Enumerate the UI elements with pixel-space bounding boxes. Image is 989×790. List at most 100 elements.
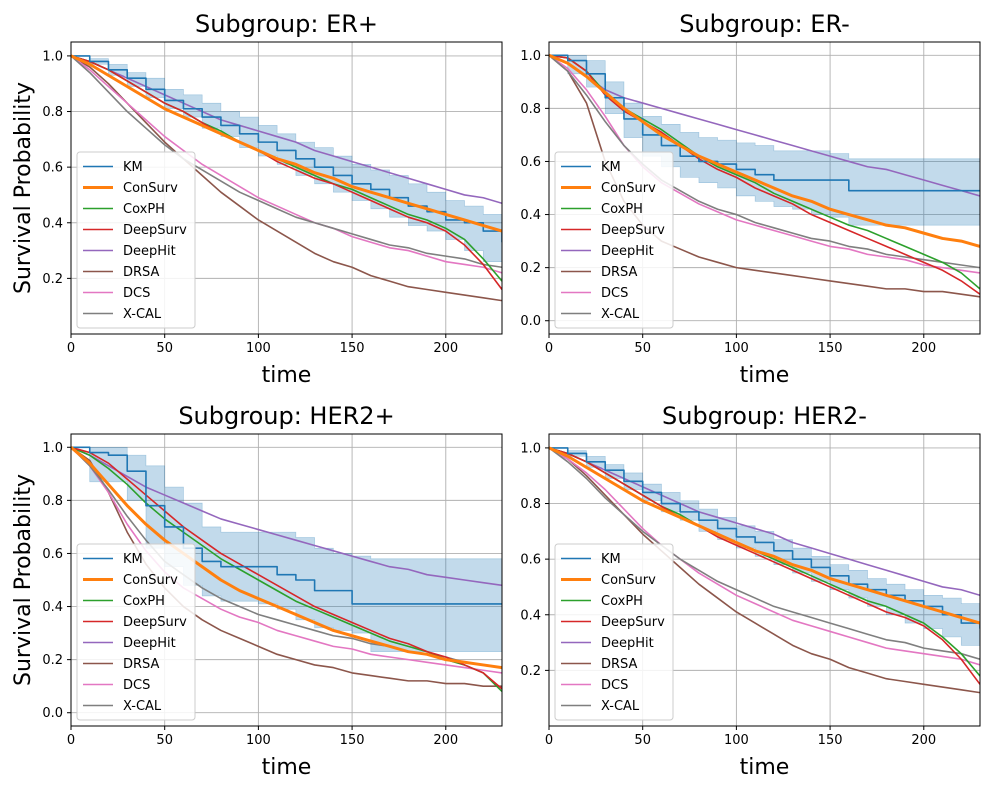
legend-label: KM [601, 552, 621, 567]
y-tick-label: 0.2 [42, 272, 63, 287]
legend-frame [554, 543, 674, 721]
panel-1: 0 50 100 150 200 0.2 0.4 0.6 0.8 1.0 Subgroup: ER+… [11, 10, 503, 388]
x-tick-label: 150 [818, 733, 843, 748]
legend-label: X-CAL [601, 699, 640, 714]
legend-label: DCS [601, 286, 628, 301]
y-tick-label: 0.2 [520, 664, 541, 679]
legend-label: CoxPH [123, 594, 165, 609]
x-tick-label: 100 [246, 341, 271, 356]
y-tick-label: 0.0 [42, 706, 63, 721]
y-tick-label: 0.8 [42, 494, 63, 509]
y-tick-label: 0.4 [42, 600, 63, 615]
legend-label: DCS [123, 286, 150, 301]
legend: KM ConSurv CoxPH DeepSurv DeepHit DRSA DCS X-CA… [76, 543, 196, 721]
series-line-consurv [549, 446, 980, 625]
legend-label: DeepHit [601, 244, 654, 259]
plot-area [549, 446, 980, 694]
series-line-x-cal [549, 54, 980, 269]
legend: KM ConSurv CoxPH DeepSurv DeepHit DRSA DCS X-CA… [554, 543, 674, 721]
legend-label: X-CAL [123, 307, 162, 322]
y-tick-label: 0.4 [520, 208, 541, 223]
series-line-drsa [71, 55, 502, 302]
legend-label: DRSA [123, 265, 160, 280]
panel-title: Subgroup: HER2+ [178, 402, 394, 430]
x-tick-label: 150 [340, 341, 365, 356]
x-tick-label: 0 [545, 733, 553, 748]
x-tick-label: 100 [724, 341, 749, 356]
y-tick-label: 0.0 [520, 314, 541, 329]
panel-4: 0 50 100 150 200 0.2 0.4 0.6 0.8 1.0 Subgroup: HER… [520, 402, 981, 780]
axes-frame [548, 41, 981, 335]
y-tick-label: 0.4 [42, 216, 63, 231]
legend-label: DeepHit [123, 244, 176, 259]
axes-frame [548, 433, 981, 727]
legend-label: DRSA [601, 657, 638, 672]
y-tick-label: 0.2 [42, 653, 63, 668]
legend-label: ConSurv [601, 573, 656, 588]
series-line-deephit [549, 54, 980, 197]
legend: KM ConSurv CoxPH DeepSurv DeepHit DRSA DCS X-CA… [554, 151, 674, 329]
panel-title: Subgroup: ER- [679, 10, 850, 38]
x-axis-label: time [262, 755, 312, 780]
legend-label: DCS [601, 678, 628, 693]
series-line-consurv [71, 54, 502, 233]
panel-title: Subgroup: ER+ [195, 10, 378, 38]
plot-area [549, 53, 980, 298]
panel-2: 0 50 100 150 200 0.0 0.2 0.4 0.6 0.8 1.0 Subgroup: … [520, 10, 981, 388]
y-tick-label: 0.6 [42, 547, 63, 562]
legend-label: KM [123, 160, 143, 175]
x-tick-label: 150 [340, 733, 365, 748]
x-tick-label: 0 [67, 341, 75, 356]
legend: KM ConSurv CoxPH DeepSurv DeepHit DRSA DCS X-CA… [76, 151, 196, 329]
legend-label: DRSA [123, 657, 160, 672]
y-tick-label: 0.8 [520, 497, 541, 512]
legend-label: DeepSurv [123, 223, 187, 238]
x-tick-label: 200 [433, 733, 458, 748]
series-line-deepsurv [549, 54, 980, 295]
axes-frame [70, 433, 503, 727]
x-tick-label: 100 [246, 733, 271, 748]
x-tick-label: 50 [634, 733, 651, 748]
y-tick-label: 1.0 [520, 441, 541, 456]
legend-label: KM [601, 160, 621, 175]
series-line-deepsurv [549, 447, 980, 685]
legend-label: CoxPH [601, 202, 643, 217]
y-tick-label: 0.6 [520, 155, 541, 170]
series-line-consurv [71, 446, 502, 670]
legend-frame [76, 151, 196, 329]
legend-frame [76, 543, 196, 721]
series-line-dcs [71, 55, 502, 274]
km-confidence-band [71, 446, 502, 652]
legend-label: CoxPH [601, 594, 643, 609]
panel-3: 0 50 100 150 200 0.0 0.2 0.4 0.6 0.8 1.0 Subgroup: … [11, 402, 503, 780]
y-tick-label: 0.2 [520, 261, 541, 276]
x-tick-label: 200 [911, 733, 936, 748]
legend-label: DRSA [601, 265, 638, 280]
series-line-consurv [549, 53, 980, 248]
legend-label: DeepSurv [601, 223, 665, 238]
y-axis-label: Survival Probability [11, 474, 36, 686]
legend-label: DeepSurv [123, 615, 187, 630]
legend-label: DeepHit [123, 636, 176, 651]
y-tick-label: 0.8 [520, 102, 541, 117]
x-tick-label: 0 [545, 341, 553, 356]
plot-area [71, 54, 502, 302]
x-tick-label: 50 [156, 733, 173, 748]
legend-label: X-CAL [601, 307, 640, 322]
legend-frame [554, 151, 674, 329]
series-line-km [549, 447, 980, 629]
y-tick-label: 1.0 [42, 441, 63, 456]
y-tick-label: 0.6 [520, 553, 541, 568]
y-tick-label: 0.8 [42, 105, 63, 120]
x-tick-label: 100 [724, 733, 749, 748]
series-line-deepsurv [71, 446, 502, 690]
series-line-deepsurv [71, 55, 502, 290]
km-confidence-band [549, 54, 980, 226]
legend-label: CoxPH [123, 202, 165, 217]
legend-label: ConSurv [123, 573, 178, 588]
axes-frame [70, 41, 503, 335]
panel-title: Subgroup: HER2- [662, 402, 867, 430]
series-line-x-cal [549, 447, 980, 661]
legend-label: DeepSurv [601, 615, 665, 630]
